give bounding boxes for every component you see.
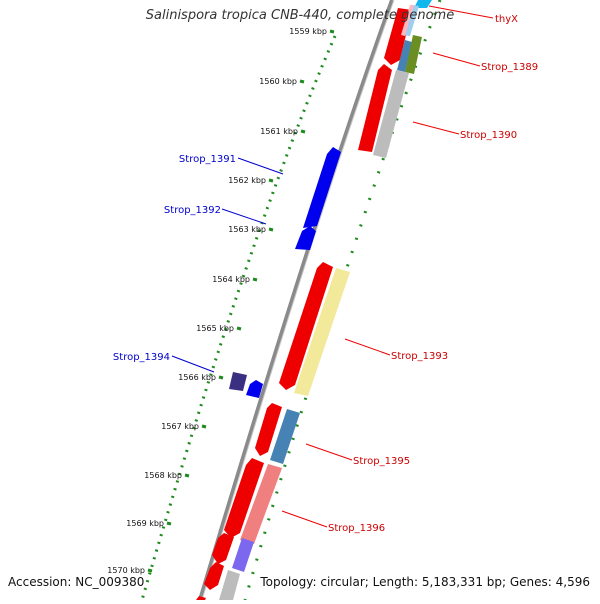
genome-backbone	[198, 0, 394, 601]
gene-small-red-c	[196, 596, 206, 600]
leader-strop-1396	[281, 510, 328, 528]
leader-thyx	[428, 5, 494, 19]
genome-backbone-highlight	[201, 0, 395, 601]
leader-strop-1393	[344, 338, 391, 356]
tick-label-1562-kbp: 1562 kbp	[228, 176, 266, 185]
tick-label-1566-kbp: 1566 kbp	[178, 373, 216, 382]
tick-mark	[184, 473, 190, 478]
gene-strop-1389-arrow	[358, 64, 392, 152]
tick-mark	[268, 227, 274, 232]
gene-label-thyx[interactable]: thyX	[495, 14, 518, 25]
leader-strop-1390	[412, 121, 460, 135]
tick-label-1559-kbp: 1559 kbp	[289, 27, 327, 36]
gene-small-red-b	[204, 562, 224, 590]
tick-mark	[299, 79, 305, 84]
gene-strop-1395-blue-block	[270, 409, 300, 464]
gene-small-red-a	[212, 533, 234, 564]
gene-strop-1393-arrow	[279, 262, 333, 390]
tick-mark	[300, 129, 306, 134]
leader-strop-1391	[237, 157, 284, 175]
gene-strop-1396-pink-block	[240, 464, 282, 544]
tick-label-1563-kbp: 1563 kbp	[228, 225, 266, 234]
gene-strop-1390-block	[373, 70, 409, 158]
gene-label-strop-1393[interactable]: Strop_1393	[391, 351, 448, 362]
feature-olive-block	[405, 35, 422, 74]
gene-strop-1395-arrow	[255, 403, 282, 456]
tick-label-1561-kbp: 1561 kbp	[260, 127, 298, 136]
gene-label-strop-1395[interactable]: Strop_1395	[353, 456, 410, 467]
gene-strop-1396-arrow	[224, 458, 264, 538]
feature-grey-block	[219, 570, 240, 600]
gene-strop-1394b-arrow	[246, 380, 263, 398]
tick-label-1564-kbp: 1564 kbp	[212, 275, 250, 284]
gene-label-strop-1389[interactable]: Strop_1389	[481, 62, 538, 73]
tick-label-1565-kbp: 1565 kbp	[196, 324, 234, 333]
leader-strop-1392	[221, 208, 267, 225]
gene-strop-1392-arrow	[295, 226, 316, 250]
reverse-dotted-track	[243, 0, 442, 601]
gene-label-layer: thyX Strop_1389 Strop_1390 Strop_1391 Strop_…	[113, 14, 538, 534]
genome-info-text: Topology: circular; Length: 5,183,331 bp…	[260, 575, 590, 589]
tick-mark	[201, 424, 207, 429]
tick-mark	[147, 568, 153, 573]
gene-strop-1391-arrow	[303, 147, 341, 228]
feature-purple-block	[232, 538, 254, 572]
tick-mark	[218, 375, 224, 380]
gene-strop-1394a-block	[229, 372, 247, 391]
tick-label-1567-kbp: 1567 kbp	[161, 422, 199, 431]
gene-label-strop-1390[interactable]: Strop_1390	[460, 130, 517, 141]
gene-label-strop-1394[interactable]: Strop_1394	[113, 352, 170, 363]
tick-mark	[236, 326, 242, 331]
tick-label-1569-kbp: 1569 kbp	[126, 519, 164, 528]
feature-pink-block	[401, 5, 414, 36]
tick-mark	[252, 277, 258, 282]
tick-layer: 1559 kbp 1560 kbp 1561 kbp 1562 kbp 1563 kbp…	[107, 27, 335, 575]
gene-label-strop-1396[interactable]: Strop_1396	[328, 523, 385, 534]
gene-label-strop-1392[interactable]: Strop_1392	[164, 205, 221, 216]
tick-label-1570-kbp: 1570 kbp	[107, 566, 145, 575]
leader-strop-1389	[432, 52, 481, 67]
feature-steelblue-block	[397, 40, 412, 72]
map-title: Salinispora tropica CNB-440, complete ge…	[145, 8, 455, 23]
leader-strop-1395	[305, 443, 353, 461]
accession-text: Accession: NC_009380	[8, 575, 145, 589]
gene-label-strop-1391[interactable]: Strop_1391	[179, 154, 236, 165]
tick-label-1560-kbp: 1560 kbp	[259, 77, 297, 86]
tick-mark	[268, 178, 274, 183]
tick-mark	[329, 29, 335, 34]
tick-label-1568-kbp: 1568 kbp	[144, 471, 182, 480]
gene-strop-1393-yellow-block	[294, 268, 350, 396]
tick-mark	[166, 521, 172, 526]
leader-strop-1394	[171, 355, 215, 373]
